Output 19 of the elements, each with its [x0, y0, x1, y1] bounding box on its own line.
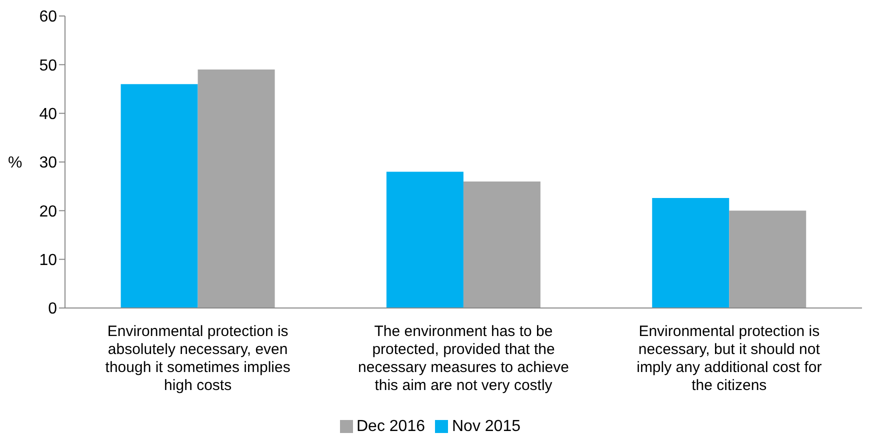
x-tick-label: Environmental protection is absolutely necessary, even though it sometimes implies high costs: [105, 323, 290, 394]
y-tick-label: 30: [39, 154, 58, 172]
bar: [729, 210, 806, 308]
y-tick-label: 50: [39, 57, 58, 74]
y-tick-label: 20: [39, 203, 58, 220]
bar: [120, 84, 198, 308]
x-tick-label: The environment has to be protected, provided that the necessary measures to achieve this aim are not very costly: [358, 323, 569, 394]
bar: [386, 172, 464, 308]
bar: [198, 70, 275, 308]
legend-label: Dec 2016: [356, 418, 425, 435]
y-axis-title: %: [8, 154, 22, 172]
y-tick-label: 10: [39, 252, 58, 270]
bar: [463, 181, 540, 308]
legend-label: Nov 2015: [452, 418, 520, 435]
y-tick-label: 40: [39, 106, 58, 124]
x-tick-label: Environmental protection is necessary, but it should not imply any additional cost for the citizens: [636, 323, 822, 394]
y-tick-label: 0: [48, 300, 58, 318]
y-tick-label: 60: [39, 8, 58, 26]
bar: [652, 198, 730, 308]
